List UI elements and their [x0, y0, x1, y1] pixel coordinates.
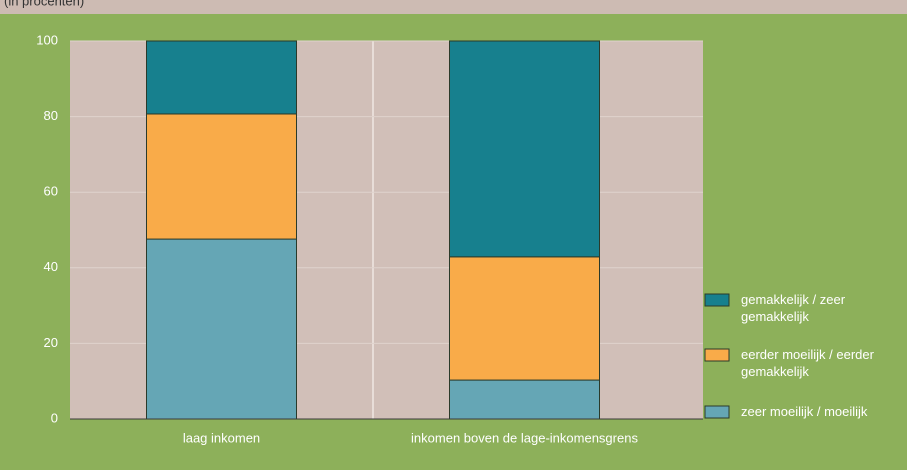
y-tick-label: 60 [44, 184, 58, 199]
legend-label: eerder moeilijk / eerder gemakkelijk [741, 347, 874, 379]
y-tick-label: 80 [44, 108, 58, 123]
y-tick-label: 100 [36, 32, 58, 47]
y-tick-label: 40 [44, 259, 58, 274]
bar-segment [146, 40, 297, 115]
bar-segment [449, 256, 600, 381]
y-tick-label: 0 [51, 410, 58, 425]
legend-label: zeer moeilijk / moeilijk [741, 404, 868, 419]
x-tick-label: inkomen boven de lage-inkomensgrens [411, 430, 638, 445]
legend-swatch [704, 293, 730, 307]
bar-segment [449, 40, 600, 258]
legend-swatch [704, 405, 730, 419]
legend-label: gemakkelijk / zeer gemakkelijk [741, 292, 846, 324]
legend-swatch [704, 348, 730, 362]
y-tick-label: 20 [44, 335, 58, 350]
header-band [0, 0, 907, 14]
subtitle: (in procenten) [4, 0, 84, 8]
bar-segment [146, 113, 297, 240]
x-tick-label: laag inkomen [183, 430, 260, 445]
bar-segment [449, 379, 600, 420]
bar-segment [146, 238, 297, 420]
